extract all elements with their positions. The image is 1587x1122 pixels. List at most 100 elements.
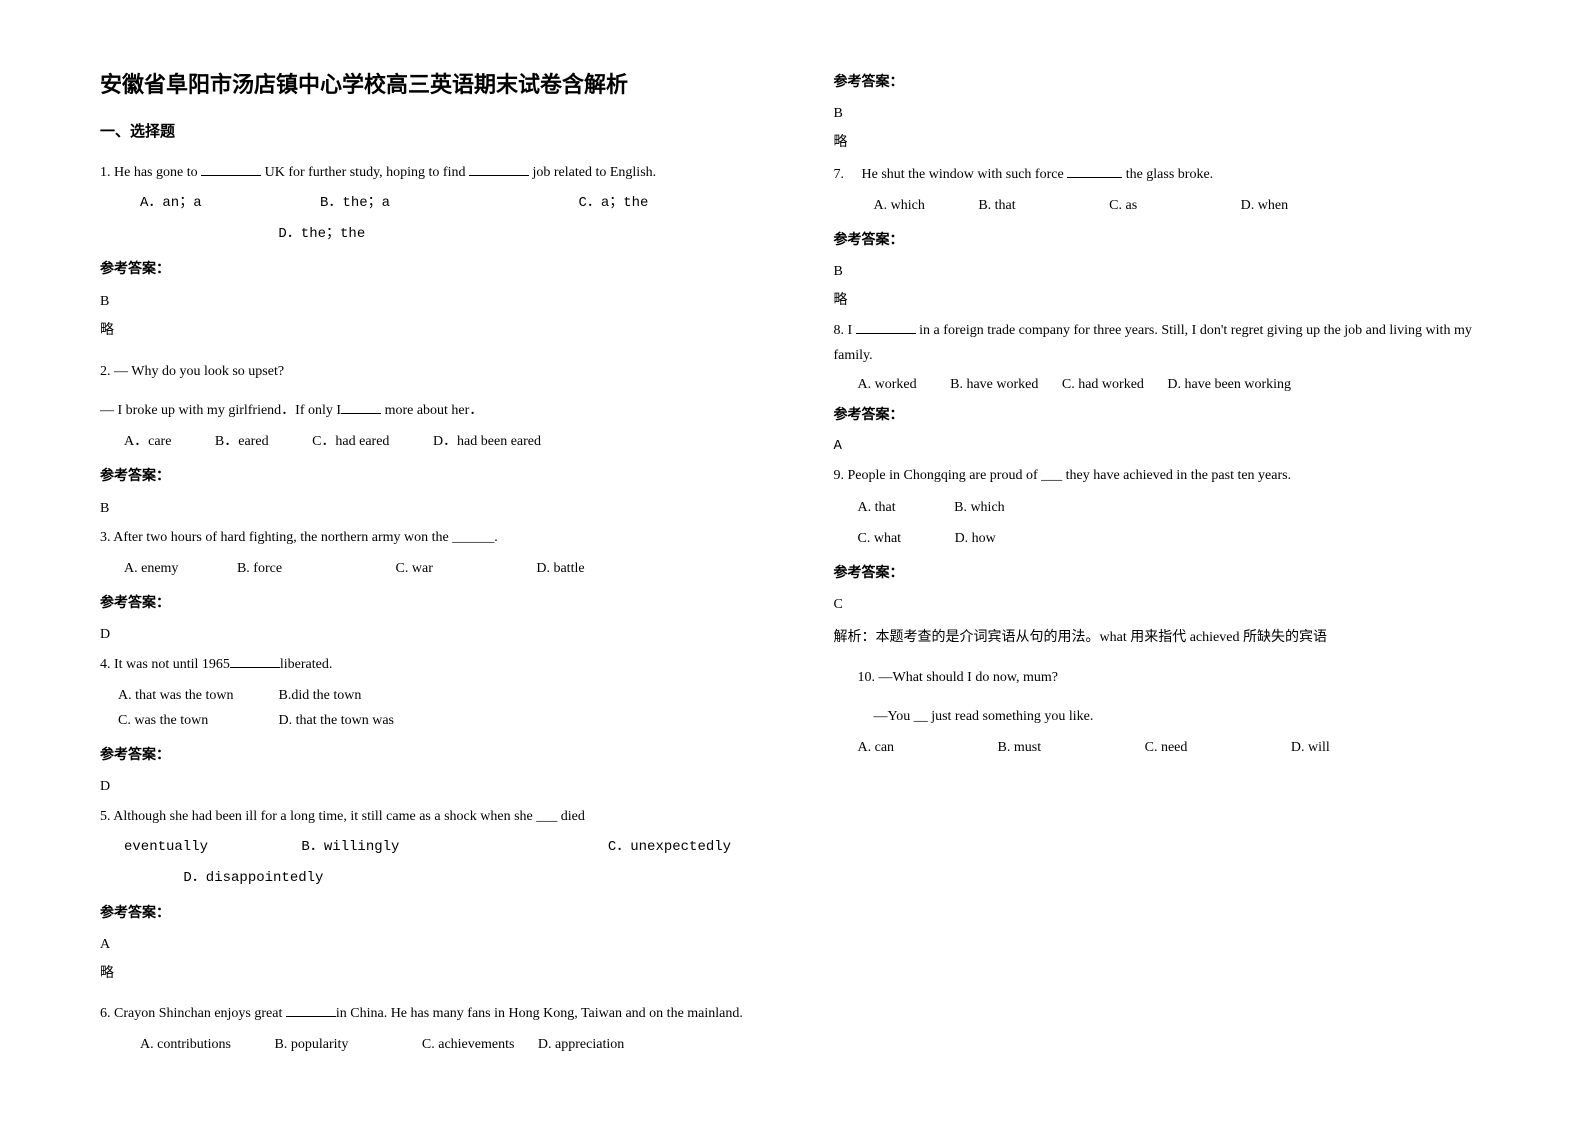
q2-options: A．care B．eared C．had eared D．had been ea… — [100, 429, 764, 454]
q9-opt-d: D. how — [955, 531, 996, 546]
question-6: 6. Crayon Shinchan enjoys great in China… — [100, 1001, 764, 1026]
q6-opt-c: C. achievements — [422, 1032, 515, 1057]
q9-opt-b: B. which — [954, 500, 1005, 515]
q5-answer-label: 参考答案： — [100, 901, 764, 926]
q3-answer: D — [100, 622, 764, 647]
q1-opt-b: B．the；a — [320, 191, 390, 216]
q10-options: A. can B. must C. need D. will — [834, 735, 1498, 760]
q1-opt-c: C．a；the — [578, 195, 648, 211]
q7-blank — [1067, 165, 1122, 178]
q6-blank — [286, 1004, 336, 1017]
q6-lue: 略 — [834, 130, 1498, 155]
question-5: 5. Although she had been ill for a long … — [100, 804, 764, 829]
q7-answer: B — [834, 259, 1498, 284]
q5-opt-c: C．unexpectedly — [608, 839, 731, 855]
question-1: 1. He has gone to UK for further study, … — [100, 160, 764, 185]
q4-opt-c: C. was the town — [100, 708, 275, 733]
q10-opt-c: C. need — [1145, 735, 1188, 760]
q4-opt-d: D. that the town was — [279, 713, 394, 728]
q5-options-row2: D．disappointedly — [100, 866, 764, 891]
q1-answer: B — [100, 289, 764, 314]
q2-blank — [341, 402, 381, 415]
q1-text-mid: UK for further study, hoping to find — [261, 165, 469, 180]
q9-options-row1: A. that B. which — [834, 495, 1498, 520]
q2-opt-d: D．had been eared — [433, 429, 541, 454]
q1-lue: 略 — [100, 318, 764, 343]
q4-pre: 4. It was not until 1965 — [100, 657, 230, 672]
q9-explain: 解析：本题考查的是介词宾语从句的用法。what 用来指代 achieved 所缺… — [834, 625, 1498, 650]
q9-answer-label: 参考答案： — [834, 561, 1498, 586]
q1-text-pre: 1. He has gone to — [100, 165, 201, 180]
question-10-line1: 10. —What should I do now, mum? — [834, 665, 1498, 690]
q7-pre: 7. He shut the window with such force — [834, 167, 1068, 182]
q3-opt-b: B. force — [237, 556, 282, 581]
q4-answer-label: 参考答案： — [100, 743, 764, 768]
q1-options-row2: D．the；the — [100, 222, 764, 247]
q5-opt-b: B．willingly — [301, 835, 399, 860]
q5-opt-a: eventually — [124, 835, 208, 860]
q5-options-row1: eventually B．willingly C．unexpectedly — [100, 835, 764, 860]
q7-answer-label: 参考答案： — [834, 228, 1498, 253]
q1-options-row1: A．an；a B．the；a C．a；the — [100, 191, 764, 216]
q8-opt-c: C. had worked — [1062, 372, 1144, 397]
q2-opt-c: C．had eared — [312, 429, 389, 454]
q10-opt-b: B. must — [998, 735, 1042, 760]
q4-options-row2: C. was the town D. that the town was — [100, 708, 764, 733]
question-3: 3. After two hours of hard fighting, the… — [100, 525, 764, 550]
q9-answer: C — [834, 592, 1498, 617]
q9-opt-c: C. what — [858, 526, 902, 551]
q8-blank — [856, 321, 916, 334]
q6-opt-b: B. popularity — [275, 1032, 349, 1057]
q8-opt-a: A. worked — [858, 372, 917, 397]
q4-answer: D — [100, 774, 764, 799]
question-8: 8. I in a foreign trade company for thre… — [834, 318, 1498, 368]
q6-post: in China. He has many fans in Hong Kong,… — [336, 1006, 743, 1021]
q7-lue: 略 — [834, 288, 1498, 313]
q1-blank-2 — [469, 163, 529, 176]
question-2-line2: — I broke up with my girlfriend．If only … — [100, 398, 764, 423]
q2-text-a: — I broke up with my girlfriend．If only … — [100, 403, 341, 418]
q3-answer-label: 参考答案： — [100, 591, 764, 616]
page-title: 安徽省阜阳市汤店镇中心学校高三英语期末试卷含解析 — [100, 70, 764, 101]
question-2-line1: 2. — Why do you look so upset? — [100, 359, 764, 384]
q1-text-post: job related to English. — [529, 165, 656, 180]
q8-answer-label: 参考答案： — [834, 403, 1498, 428]
question-4: 4. It was not until 1965 liberated. — [100, 652, 764, 677]
q9-options-row2: C. what D. how — [834, 526, 1498, 551]
q9-opt-a: A. that — [858, 495, 896, 520]
q2-answer-label: 参考答案： — [100, 464, 764, 489]
q2-opt-a: A．care — [124, 429, 171, 454]
section-heading-1: 一、选择题 — [100, 119, 764, 146]
q1-answer-label: 参考答案： — [100, 257, 764, 282]
q6-answer-label: 参考答案： — [834, 70, 1498, 95]
q7-opt-b: B. that — [978, 193, 1015, 218]
q7-opt-d: D. when — [1241, 198, 1288, 213]
q3-opt-d: D. battle — [536, 561, 584, 576]
q1-opt-d: D．the；the — [278, 226, 365, 242]
q8-post: in a foreign trade company for three yea… — [834, 323, 1472, 363]
q5-answer: A — [100, 932, 764, 957]
q6-pre: 6. Crayon Shinchan enjoys great — [100, 1006, 286, 1021]
q7-post: the glass broke. — [1122, 167, 1213, 182]
q4-post: liberated. — [280, 657, 332, 672]
q5-lue: 略 — [100, 961, 764, 986]
q6-opt-a: A. contributions — [140, 1032, 231, 1057]
q4-opt-a: A. that was the town — [100, 683, 275, 708]
q7-opt-c: C. as — [1109, 193, 1137, 218]
q10-opt-d: D. will — [1291, 735, 1330, 760]
question-10-line2: —You __ just read something you like. — [834, 704, 1498, 729]
q4-opt-b: B.did the town — [279, 688, 362, 703]
q8-opt-b: B. have worked — [950, 372, 1038, 397]
q2-opt-b: B．eared — [215, 429, 269, 454]
q6-options: A. contributions B. popularity C. achiev… — [100, 1032, 764, 1057]
q2-answer: B — [100, 496, 764, 521]
q1-blank-1 — [201, 163, 261, 176]
question-9: 9. People in Chongqing are proud of ___ … — [834, 463, 1498, 488]
q3-opt-c: C. war — [396, 556, 433, 581]
q8-pre: 8. I — [834, 323, 856, 338]
q7-options: A. which B. that C. as D. when — [834, 193, 1498, 218]
q8-opt-d: D. have been working — [1167, 372, 1291, 397]
q1-opt-a: A．an；a — [140, 191, 202, 216]
question-7: 7. He shut the window with such force th… — [834, 162, 1498, 187]
q2-text-b: more about her． — [381, 403, 483, 418]
